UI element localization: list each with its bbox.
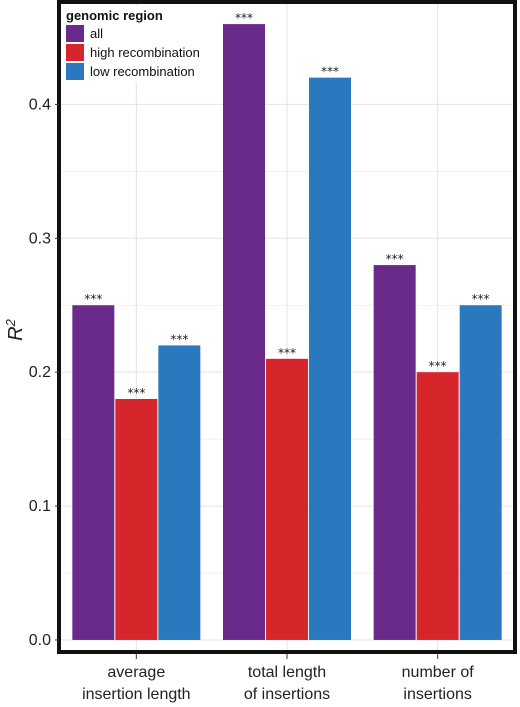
- legend-swatch-low-recombination: [66, 63, 84, 80]
- significance-labels: *** *** *** *** *** *** *** *** ***: [84, 11, 489, 400]
- x-tick-label: average: [107, 664, 165, 681]
- x-tick-label: insertions: [403, 686, 471, 703]
- significance-label: ***: [84, 292, 102, 306]
- significance-label: ***: [127, 386, 145, 400]
- bar-low-recombination-1: [309, 77, 351, 640]
- bar-all-0: [72, 305, 115, 640]
- x-axis: average insertion length total length of in…: [82, 654, 474, 703]
- significance-label: ***: [235, 11, 253, 25]
- significance-label: ***: [321, 65, 339, 79]
- legend-swatch-all: [66, 25, 84, 42]
- y-tick-label: 0.1: [29, 498, 51, 515]
- x-tick-label: total length: [248, 664, 326, 681]
- bar-high-recombination-1: [266, 358, 308, 640]
- y-tick-label: 0.2: [29, 364, 51, 381]
- significance-label: ***: [429, 359, 447, 373]
- legend-background: [63, 6, 213, 82]
- legend: genomic region all high recombination low r…: [63, 6, 213, 82]
- legend-entry-low-recombination: low recombination: [90, 64, 195, 79]
- significance-label: ***: [278, 346, 296, 360]
- bar-high-recombination-2: [416, 372, 459, 640]
- bar-low-recombination-2: [459, 305, 502, 640]
- legend-entry-high-recombination: high recombination: [90, 45, 200, 60]
- legend-entry-all: all: [90, 26, 103, 41]
- significance-label: ***: [170, 332, 188, 346]
- legend-title: genomic region: [66, 8, 163, 23]
- significance-label: ***: [472, 292, 490, 306]
- bar-all-2: [373, 265, 416, 640]
- y-axis-label: R2: [3, 318, 27, 340]
- significance-label: ***: [386, 252, 404, 266]
- bar-low-recombination-0: [158, 345, 201, 640]
- x-tick-label: insertion length: [82, 686, 191, 703]
- y-tick-label: 0.3: [29, 230, 51, 247]
- y-axis: 0.0 0.1 0.2 0.3 0.4: [29, 96, 59, 649]
- bar-high-recombination-0: [115, 398, 158, 640]
- x-tick-label: of insertions: [244, 686, 330, 703]
- y-tick-label: 0.4: [29, 96, 51, 113]
- x-tick-label: number of: [402, 664, 475, 681]
- bars: [72, 24, 502, 640]
- bar-all-1: [223, 24, 265, 640]
- y-tick-label: 0.0: [29, 632, 51, 649]
- legend-swatch-high-recombination: [66, 44, 84, 61]
